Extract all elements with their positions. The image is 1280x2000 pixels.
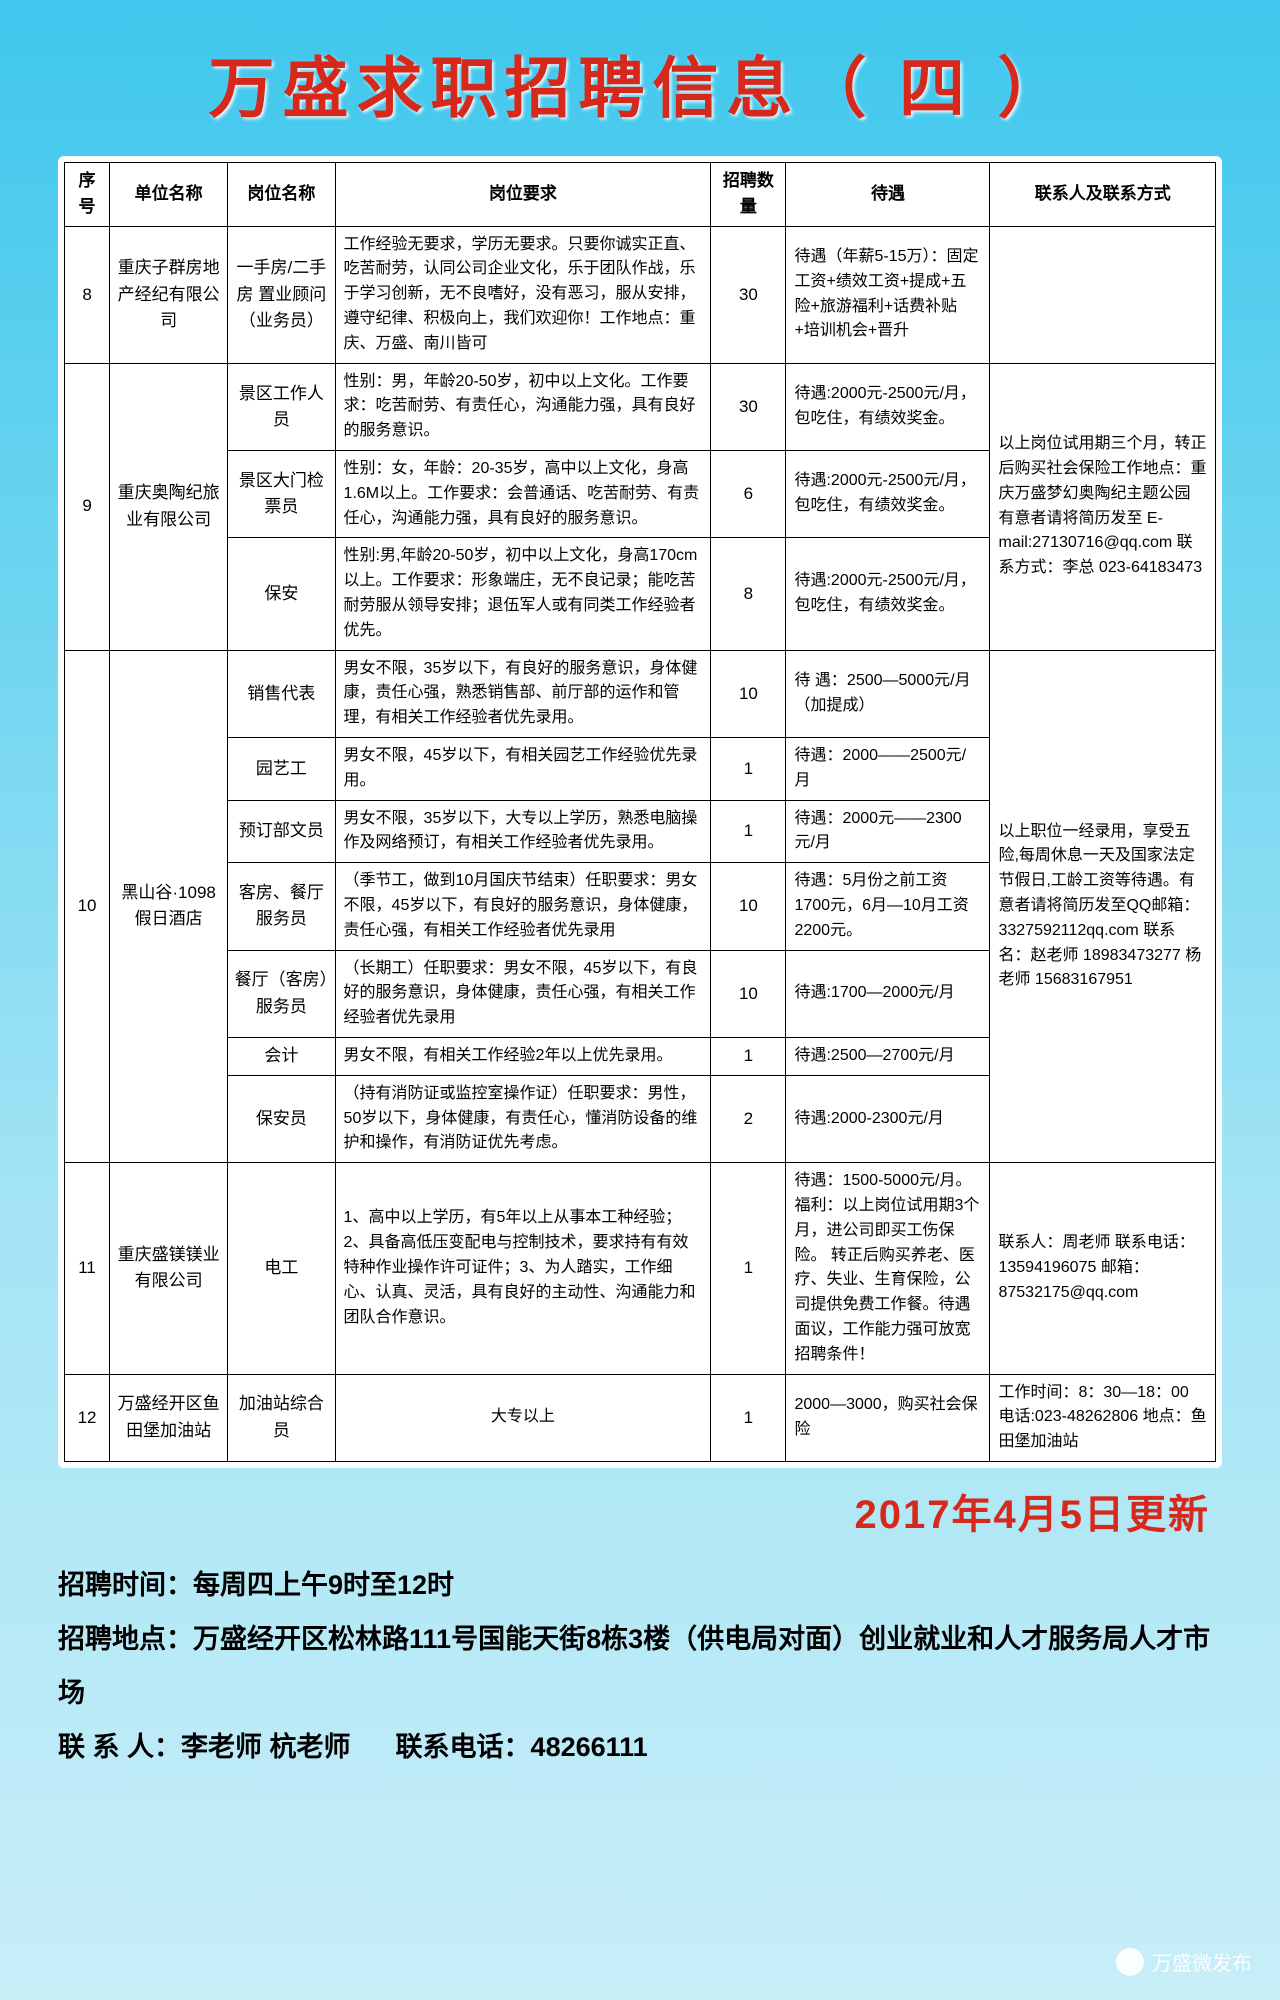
cell-treat: 待遇（年薪5-15万）：固定工资+绩效工资+提成+五险+旅游福利+话费补贴+培训… bbox=[786, 226, 990, 363]
cell-treat: 待 遇：2500—5000元/月（加提成） bbox=[786, 650, 990, 737]
cell-company: 重庆盛镁镁业有限公司 bbox=[110, 1163, 228, 1374]
th-req: 岗位要求 bbox=[335, 163, 711, 227]
th-treat: 待遇 bbox=[786, 163, 990, 227]
cell-treat: 待遇:2000元-2500元/月，包吃住，有绩效奖金。 bbox=[786, 538, 990, 650]
cell-num: 10 bbox=[711, 650, 786, 737]
cell-job: 保安员 bbox=[228, 1075, 335, 1162]
cell-num: 1 bbox=[711, 1038, 786, 1076]
cell-contact: 以上岗位试用期三个月，转正后购买社会保险工作地点：重庆万盛梦幻奥陶纪主题公园 有… bbox=[990, 363, 1216, 650]
cell-req: （长期工）任职要求：男女不限，45岁以下，有良好的服务意识，身体健康，责任心强，… bbox=[335, 950, 711, 1037]
cell-contact bbox=[990, 226, 1216, 363]
cell-req: 性别:男,年龄20-50岁，初中以上文化，身高170cm以上。工作要求：形象端庄… bbox=[335, 538, 711, 650]
watermark: 万盛微发布 bbox=[1116, 1947, 1252, 1976]
th-company: 单位名称 bbox=[110, 163, 228, 227]
cell-job: 餐厅（客房）服务员 bbox=[228, 950, 335, 1037]
cell-num: 1 bbox=[711, 738, 786, 801]
cell-treat: 待遇:1700—2000元/月 bbox=[786, 950, 990, 1037]
cell-no: 11 bbox=[65, 1163, 110, 1374]
cell-job: 预订部文员 bbox=[228, 800, 335, 863]
footer-value: 48266111 bbox=[531, 1732, 648, 1762]
cell-no: 8 bbox=[65, 226, 110, 363]
table-row: 11 重庆盛镁镁业有限公司 电工 1、高中以上学历，有5年以上从事本工种经验；2… bbox=[65, 1163, 1216, 1374]
table-row: 9 重庆奥陶纪旅业有限公司 景区工作人员 性别：男，年龄20-50岁，初中以上文… bbox=[65, 363, 1216, 450]
cell-company: 万盛经开区鱼田堡加油站 bbox=[110, 1374, 228, 1461]
cell-req: 1、高中以上学历，有5年以上从事本工种经验；2、具备高低压变配电与控制技术，要求… bbox=[335, 1163, 711, 1374]
th-num: 招聘数量 bbox=[711, 163, 786, 227]
cell-job: 销售代表 bbox=[228, 650, 335, 737]
th-job: 岗位名称 bbox=[228, 163, 335, 227]
table-row: 10 黑山谷·1098假日酒店 销售代表 男女不限，35岁以下，有良好的服务意识… bbox=[65, 650, 1216, 737]
footer-label: 联系电话： bbox=[396, 1732, 531, 1762]
cell-num: 10 bbox=[711, 950, 786, 1037]
cell-num: 1 bbox=[711, 1163, 786, 1374]
cell-job: 客房、餐厅服务员 bbox=[228, 863, 335, 950]
cell-contact: 以上职位一经录用，享受五险,每周休息一天及国家法定节假日,工龄工资等待遇。有意者… bbox=[990, 650, 1216, 1163]
cell-treat: 待遇：2000——2500元/月 bbox=[786, 738, 990, 801]
cell-num: 10 bbox=[711, 863, 786, 950]
cell-req: 男女不限，35岁以下，有良好的服务意识，身体健康，责任心强，熟悉销售部、前厅部的… bbox=[335, 650, 711, 737]
footer-info: 招聘时间：每周四上午9时至12时 招聘地点：万盛经开区松林路111号国能天街8栋… bbox=[58, 1558, 1222, 1774]
cell-num: 8 bbox=[711, 538, 786, 650]
cell-num: 30 bbox=[711, 226, 786, 363]
cell-req: （季节工，做到10月国庆节结束）任职要求：男女不限，45岁以下，有良好的服务意识… bbox=[335, 863, 711, 950]
cell-treat: 待遇：5月份之前工资1700元，6月—10月工资2200元。 bbox=[786, 863, 990, 950]
cell-req: （持有消防证或监控室操作证）任职要求：男性，50岁以下，身体健康，有责任心，懂消… bbox=[335, 1075, 711, 1162]
footer-label: 招聘地点： bbox=[58, 1624, 193, 1654]
cell-treat: 待遇：2000元——2300元/月 bbox=[786, 800, 990, 863]
cell-treat: 待遇:2000元-2500元/月，包吃住，有绩效奖金。 bbox=[786, 451, 990, 538]
cell-job: 园艺工 bbox=[228, 738, 335, 801]
cell-num: 1 bbox=[711, 1374, 786, 1461]
cell-job: 电工 bbox=[228, 1163, 335, 1374]
cell-req: 性别：女，年龄：20-35岁，高中以上文化，身高1.6M以上。工作要求：会普通话… bbox=[335, 451, 711, 538]
table-row: 8 重庆子群房地产经纪有限公司 一手房/二手房 置业顾问（业务员） 工作经验无要… bbox=[65, 226, 1216, 363]
cell-no: 9 bbox=[65, 363, 110, 650]
footer-value: 万盛经开区松林路111号国能天街8栋3楼（供电局对面）创业就业和人才服务局人才市… bbox=[58, 1624, 1210, 1708]
cell-req: 大专以上 bbox=[335, 1374, 711, 1461]
cell-company: 重庆子群房地产经纪有限公司 bbox=[110, 226, 228, 363]
footer-value: 李老师 杭老师 bbox=[181, 1732, 351, 1762]
job-table: 序号 单位名称 岗位名称 岗位要求 招聘数量 待遇 联系人及联系方式 8 重庆子… bbox=[64, 162, 1216, 1462]
cell-req: 性别：男，年龄20-50岁，初中以上文化。工作要求：吃苦耐劳、有责任心，沟通能力… bbox=[335, 363, 711, 450]
cell-job: 一手房/二手房 置业顾问（业务员） bbox=[228, 226, 335, 363]
wechat-icon bbox=[1116, 1948, 1144, 1976]
th-contact: 联系人及联系方式 bbox=[990, 163, 1216, 227]
cell-req: 男女不限，35岁以下，大专以上学历，熟悉电脑操作及网络预订，有相关工作经验者优先… bbox=[335, 800, 711, 863]
cell-num: 1 bbox=[711, 800, 786, 863]
cell-company: 重庆奥陶纪旅业有限公司 bbox=[110, 363, 228, 650]
cell-job: 景区工作人员 bbox=[228, 363, 335, 450]
cell-treat: 待遇:2000-2300元/月 bbox=[786, 1075, 990, 1162]
cell-req: 男女不限，45岁以下，有相关园艺工作经验优先录用。 bbox=[335, 738, 711, 801]
update-date: 2017年4月5日更新 bbox=[0, 1482, 1210, 1540]
cell-job: 保安 bbox=[228, 538, 335, 650]
th-no: 序号 bbox=[65, 163, 110, 227]
cell-treat: 待遇:2000元-2500元/月，包吃住，有绩效奖金。 bbox=[786, 363, 990, 450]
cell-no: 12 bbox=[65, 1374, 110, 1461]
cell-num: 2 bbox=[711, 1075, 786, 1162]
cell-treat: 2000—3000，购买社会保险 bbox=[786, 1374, 990, 1461]
table-row: 12 万盛经开区鱼田堡加油站 加油站综合员 大专以上 1 2000—3000，购… bbox=[65, 1374, 1216, 1461]
cell-job: 加油站综合员 bbox=[228, 1374, 335, 1461]
cell-req: 男女不限，有相关工作经验2年以上优先录用。 bbox=[335, 1038, 711, 1076]
cell-contact: 联系人：周老师 联系电话：13594196075 邮箱：87532175@qq.… bbox=[990, 1163, 1216, 1374]
cell-num: 6 bbox=[711, 451, 786, 538]
cell-req: 工作经验无要求，学历无要求。只要你诚实正直、吃苦耐劳，认同公司企业文化，乐于团队… bbox=[335, 226, 711, 363]
cell-company: 黑山谷·1098假日酒店 bbox=[110, 650, 228, 1163]
footer-label: 联 系 人： bbox=[58, 1732, 181, 1762]
footer-label: 招聘时间： bbox=[58, 1570, 193, 1600]
cell-job: 会计 bbox=[228, 1038, 335, 1076]
table-container: 序号 单位名称 岗位名称 岗位要求 招聘数量 待遇 联系人及联系方式 8 重庆子… bbox=[58, 156, 1222, 1468]
page-title: 万盛求职招聘信息（ 四 ） bbox=[0, 0, 1280, 156]
watermark-text: 万盛微发布 bbox=[1152, 1947, 1252, 1976]
cell-contact: 工作时间：8：30—18：00 电话:023-48262806 地点：鱼田堡加油… bbox=[990, 1374, 1216, 1461]
cell-job: 景区大门检票员 bbox=[228, 451, 335, 538]
cell-treat: 待遇：1500-5000元/月。福利：以上岗位试用期3个月，进公司即买工伤保险。… bbox=[786, 1163, 990, 1374]
cell-treat: 待遇:2500—2700元/月 bbox=[786, 1038, 990, 1076]
footer-value: 每周四上午9时至12时 bbox=[193, 1570, 454, 1600]
cell-no: 10 bbox=[65, 650, 110, 1163]
cell-num: 30 bbox=[711, 363, 786, 450]
